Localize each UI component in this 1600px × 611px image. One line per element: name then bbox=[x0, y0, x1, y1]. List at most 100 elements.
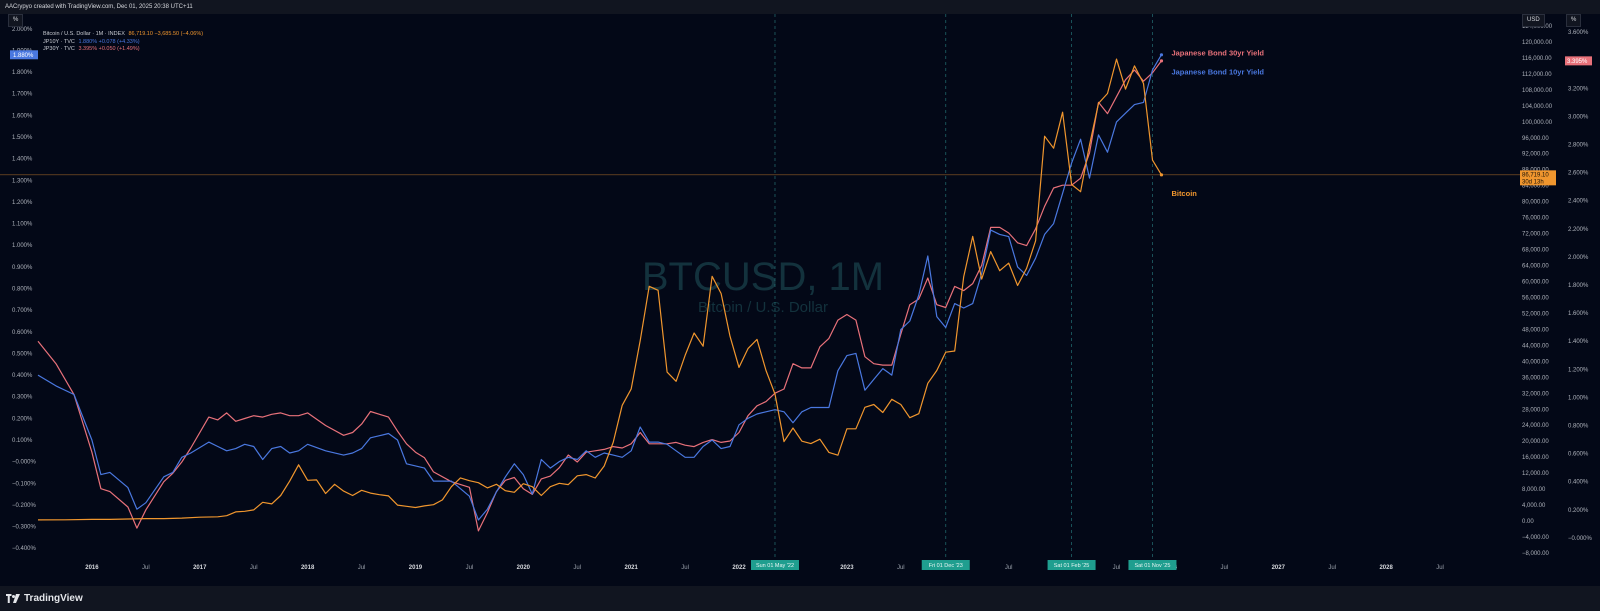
usd-axis-tick-label: 28,000.00 bbox=[1522, 407, 1549, 413]
usd-axis-tick-label: 4,000.00 bbox=[1522, 503, 1546, 509]
x-axis-tick-label: 2017 bbox=[193, 565, 207, 571]
brand-name: TradingView bbox=[24, 593, 83, 604]
usd-axis-tick-label: 20,000.00 bbox=[1522, 439, 1549, 445]
pct-axis-tick-label: 1.600% bbox=[1568, 311, 1589, 317]
left-axis-tick-label: 1.700% bbox=[12, 92, 33, 98]
left-axis-tick-label: 1.400% bbox=[12, 157, 33, 163]
left-axis-unit-button[interactable]: % bbox=[8, 14, 24, 27]
legend-row-jp30y[interactable]: JP30Y · TVC 3.395% +0.050 (+1.49%) bbox=[43, 46, 203, 54]
usd-axis-tick-label: 112,000.00 bbox=[1522, 72, 1552, 78]
symbol-legend: Bitcoin / U.S. Dollar · 1M · INDEX 86,71… bbox=[43, 31, 203, 54]
x-axis-tick-label: 2027 bbox=[1272, 565, 1286, 571]
usd-axis-tick-label: 116,000.00 bbox=[1522, 56, 1552, 62]
usd-axis-tick-label: 32,000.00 bbox=[1522, 391, 1549, 397]
usd-axis-tick-label: 16,000.00 bbox=[1522, 455, 1549, 461]
usd-axis-tick-label: 64,000.00 bbox=[1522, 264, 1549, 270]
usd-axis-tick-label: 84,000.00 bbox=[1522, 184, 1549, 190]
pct-axis-unit-button[interactable]: % bbox=[1566, 14, 1582, 27]
usd-axis-countdown-label: 30d 13h bbox=[1522, 179, 1544, 185]
series-annotation: Bitcoin bbox=[1171, 189, 1197, 198]
usd-axis-current-badge bbox=[1520, 170, 1556, 186]
usd-axis-tick-label: 60,000.00 bbox=[1522, 280, 1549, 286]
x-axis-tick-label: 2022 bbox=[732, 565, 746, 571]
legend-value: 86,719.10 −3,685.50 (−4.06%) bbox=[128, 31, 204, 37]
marker-date-label: Sun 01 May '22 bbox=[756, 563, 794, 569]
legend-value: 3.395% +0.050 (+1.49%) bbox=[78, 46, 140, 52]
pct-axis-tick-label: 1.200% bbox=[1568, 367, 1589, 373]
usd-axis-unit-button[interactable]: USD bbox=[1522, 14, 1545, 27]
usd-axis-tick-label: −4,000.00 bbox=[1522, 535, 1550, 541]
pct-axis-tick-label: 3.000% bbox=[1568, 114, 1589, 120]
left-axis-tick-label: 0.800% bbox=[12, 287, 33, 293]
legend-label: JP30Y · TVC bbox=[43, 46, 75, 52]
x-axis-tick-label: Jul bbox=[1328, 565, 1336, 571]
pct-axis-tick-label: 0.800% bbox=[1568, 424, 1589, 430]
usd-axis-tick-label: 92,000.00 bbox=[1522, 152, 1549, 158]
series-line bbox=[37, 60, 1162, 532]
series-annotation: Japanese Bond 30yr Yield bbox=[1171, 49, 1264, 58]
watermark-name: Bitcoin / U.S. Dollar bbox=[698, 299, 828, 316]
x-axis-tick-label: Jul bbox=[358, 565, 366, 571]
pct-axis-tick-label: −0.000% bbox=[1568, 536, 1593, 542]
series-line bbox=[37, 54, 1162, 521]
legend-row-jp10y[interactable]: JP10Y · TVC 1.880% +0.078 (+4.33%) bbox=[43, 39, 203, 47]
left-axis-current-label: 1.880% bbox=[13, 53, 34, 59]
legend-value: 1.880% +0.078 (+4.33%) bbox=[78, 38, 140, 45]
left-axis-tick-label: 0.500% bbox=[12, 351, 33, 357]
usd-axis-current-label: 86,719.10 bbox=[1522, 172, 1549, 178]
marker-date-label: Sat 01 Feb '25 bbox=[1054, 563, 1090, 569]
left-axis-tick-label: 0.100% bbox=[12, 438, 33, 444]
pct-axis-tick-label: 2.400% bbox=[1568, 199, 1589, 205]
left-axis-tick-label: 0.900% bbox=[12, 265, 33, 271]
x-axis-tick-label: 2023 bbox=[840, 565, 854, 571]
pct-axis-tick-label: 3.600% bbox=[1568, 30, 1589, 36]
pct-axis-tick-label: 2.200% bbox=[1568, 227, 1589, 233]
usd-axis-tick-label: 104,000.00 bbox=[1522, 104, 1553, 110]
x-axis-tick-label: 2016 bbox=[85, 565, 99, 571]
left-axis-tick-label: 0.200% bbox=[12, 416, 33, 422]
series-end-point bbox=[1159, 53, 1164, 57]
series-end-point bbox=[1159, 173, 1164, 177]
left-axis-tick-label: 1.500% bbox=[12, 135, 33, 141]
usd-axis-tick-label: 8,000.00 bbox=[1522, 487, 1546, 493]
x-axis-tick-label: 2028 bbox=[1379, 565, 1393, 571]
legend-label: Bitcoin / U.S. Dollar · 1M · INDEX bbox=[43, 31, 125, 37]
left-axis-tick-label: 0.300% bbox=[12, 395, 33, 401]
x-axis-tick-label: Jul bbox=[1221, 565, 1229, 571]
marker-date-label: Sat 01 Nov '25 bbox=[1135, 563, 1171, 569]
x-axis-tick-label: 2019 bbox=[409, 565, 423, 571]
usd-axis-tick-label: 108,000.00 bbox=[1522, 88, 1553, 94]
left-axis-tick-label: −0.400% bbox=[12, 546, 37, 552]
pct-axis-tick-label: 1.000% bbox=[1568, 395, 1589, 401]
usd-axis-tick-label: 0.00 bbox=[1522, 519, 1534, 525]
series-end-point bbox=[1159, 59, 1164, 63]
usd-axis-tick-label: 96,000.00 bbox=[1522, 136, 1549, 142]
x-axis-tick-label: Jul bbox=[1005, 565, 1013, 571]
pct-axis-tick-label: 3.200% bbox=[1568, 86, 1589, 92]
x-axis-tick-label: Jul bbox=[1436, 565, 1444, 571]
left-axis-tick-label: −0.200% bbox=[12, 503, 37, 509]
left-axis-tick-label: 0.400% bbox=[12, 373, 33, 379]
left-axis-tick-label: 1.200% bbox=[12, 200, 33, 206]
usd-axis-tick-label: 76,000.00 bbox=[1522, 216, 1549, 222]
usd-axis-tick-label: 44,000.00 bbox=[1522, 343, 1549, 349]
marker-date-label: Fri 01 Dec '23 bbox=[929, 563, 963, 569]
usd-axis-tick-label: 40,000.00 bbox=[1522, 359, 1549, 365]
left-axis-tick-label: 1.800% bbox=[12, 70, 33, 76]
tradingview-logo-icon[interactable] bbox=[6, 594, 20, 603]
usd-axis-tick-label: 52,000.00 bbox=[1522, 311, 1549, 317]
pct-axis-tick-label: 2.000% bbox=[1568, 255, 1589, 261]
x-axis-tick-label: 2021 bbox=[625, 565, 639, 571]
x-axis-tick-label: Jul bbox=[142, 565, 150, 571]
left-axis-current-badge bbox=[10, 50, 38, 60]
left-axis-tick-label: 1.600% bbox=[12, 113, 33, 119]
pct-axis-tick-label: 2.800% bbox=[1568, 142, 1589, 148]
pct-axis-tick-label: 1.400% bbox=[1568, 339, 1589, 345]
legend-row-bitcoin[interactable]: Bitcoin / U.S. Dollar · 1M · INDEX 86,71… bbox=[43, 31, 203, 39]
pct-axis-current-label: 3.395% bbox=[1567, 59, 1588, 65]
left-axis-tick-label: 2.000% bbox=[12, 27, 33, 33]
x-axis-tick-label: 2020 bbox=[517, 565, 531, 571]
x-axis-tick-label: Jul bbox=[1113, 565, 1121, 571]
